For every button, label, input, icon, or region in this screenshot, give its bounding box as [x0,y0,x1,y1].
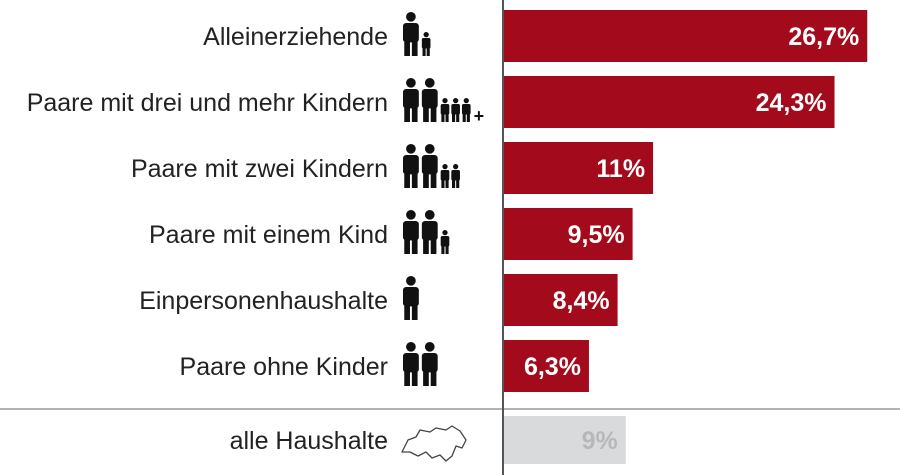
category-label: Paare mit drei und mehr Kindern [27,89,388,117]
value-label: 9,5% [568,221,625,249]
bar [503,142,654,194]
value-label: 26,7% [788,23,859,51]
category-label: Paare mit zwei Kindern [131,155,388,183]
bar [503,76,835,128]
category-label: Paare mit einem Kind [149,221,388,249]
svg-text:+: + [474,106,485,126]
single-person-icon [403,276,419,320]
category-label: Paare ohne Kinder [180,353,388,381]
family-icon [403,210,450,254]
switzerland-outline-icon [401,425,467,462]
single-parent-icon [403,12,431,56]
category-label: Einpersonenhaushalte [139,287,388,315]
total-category-label: alle Haushalte [230,427,388,455]
category-label: Alleinerziehende [203,23,388,51]
bar [503,340,589,392]
bar [503,10,868,62]
bar [503,208,633,260]
value-label: 11% [596,155,645,183]
value-label: 24,3% [756,89,827,117]
value-label: 6,3% [524,353,581,381]
couple-icon [403,342,438,386]
bar [503,274,618,326]
family-icon [403,144,460,188]
total-bar [503,416,626,464]
value-label: 8,4% [553,287,610,315]
total-value-label: 9% [582,427,618,455]
family-icon: + [403,78,484,126]
